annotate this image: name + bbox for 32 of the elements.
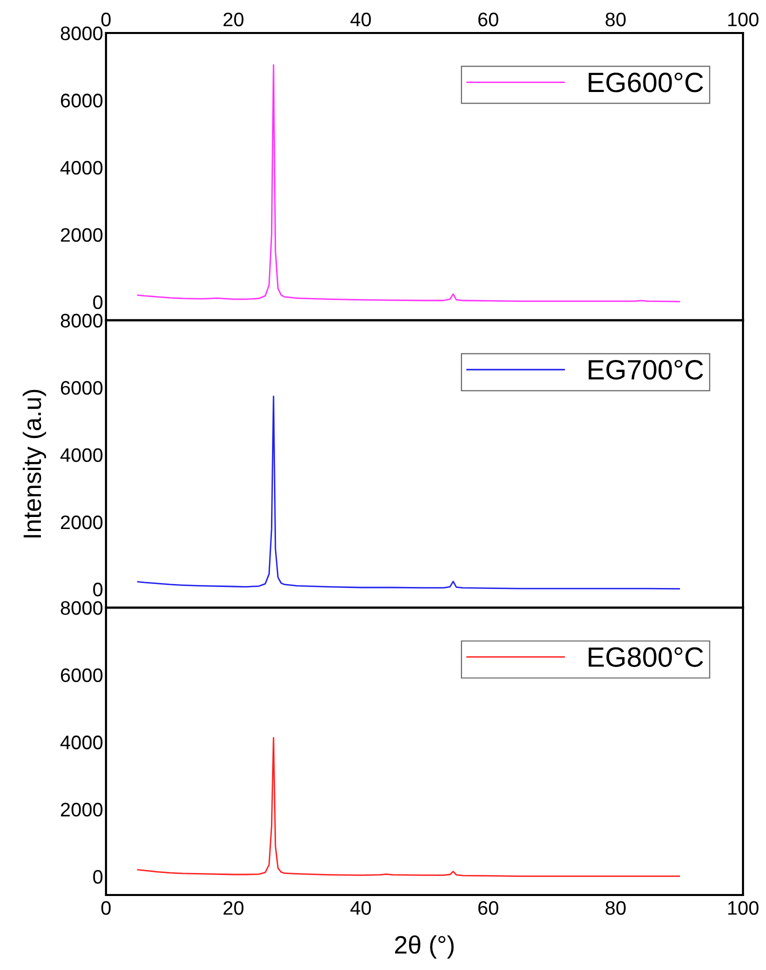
- legend-label: EG800°C: [588, 647, 704, 667]
- x-axis-title: 2θ (°): [395, 935, 454, 959]
- line-series: [137, 396, 680, 590]
- y-tick-label: 4000: [60, 160, 102, 175]
- y-tick-label: 8000: [60, 26, 102, 40]
- y-tick-label: 6000: [60, 668, 102, 682]
- x2-tick-label: 80: [606, 12, 626, 26]
- y-tick-label: 4000: [60, 736, 102, 750]
- y-tick-label: 2000: [60, 802, 102, 817]
- y-tick-label: 0: [93, 295, 102, 310]
- x-tick-label: 60: [478, 901, 498, 915]
- x-tick-label: 80: [606, 901, 626, 915]
- legend-label: EG600°C: [588, 72, 704, 92]
- x-tick-label: 100: [728, 901, 758, 915]
- y-axis-title: Intensity (a.u): [22, 390, 46, 538]
- x-tick-label: 40: [350, 901, 371, 915]
- y-tick-label: 0: [93, 582, 102, 596]
- x-tick-label: 20: [224, 901, 244, 915]
- y-tick-label: 6000: [60, 94, 102, 108]
- y-tick-label: 8000: [60, 601, 102, 615]
- x2-tick-label: 20: [224, 12, 244, 26]
- x2-tick-label: 60: [478, 12, 498, 26]
- y-tick-label: 4000: [60, 448, 102, 462]
- line-series: [137, 737, 680, 877]
- x2-tick-label: 40: [350, 12, 371, 26]
- y-tick-label: 2000: [60, 228, 102, 242]
- y-tick-label: 0: [93, 870, 102, 884]
- y-tick-label: 6000: [60, 381, 102, 395]
- y-tick-label: 8000: [60, 314, 102, 328]
- y-tick-label: 2000: [60, 515, 102, 530]
- x2-tick-label: 100: [728, 12, 758, 26]
- legend-label: EG700°C: [588, 360, 704, 380]
